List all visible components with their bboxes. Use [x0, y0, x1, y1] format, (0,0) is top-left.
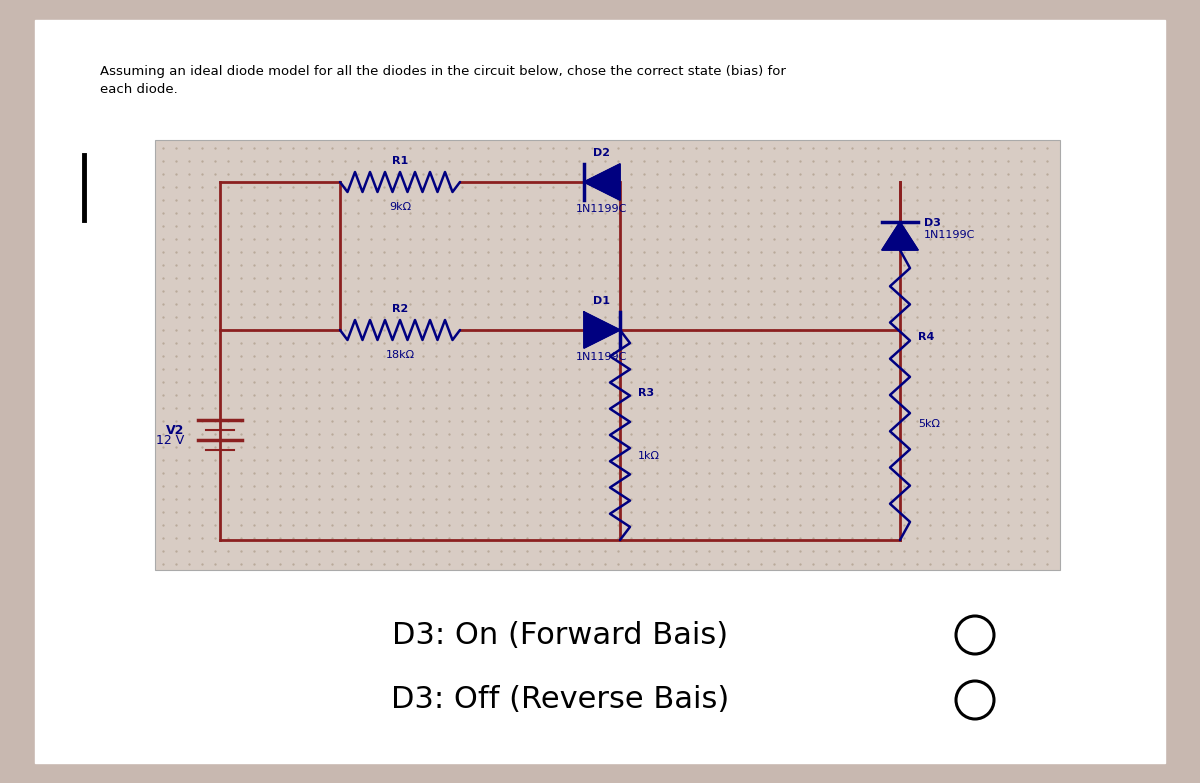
Text: R2: R2: [392, 304, 408, 314]
Text: 1N1199C: 1N1199C: [924, 230, 976, 240]
Text: Assuming an ideal diode model for all the diodes in the circuit below, chose the: Assuming an ideal diode model for all th…: [100, 65, 786, 96]
Text: 5kΩ: 5kΩ: [918, 419, 940, 429]
Text: 12 V: 12 V: [156, 434, 184, 446]
Text: D3: On (Forward Bais): D3: On (Forward Bais): [392, 620, 728, 650]
Polygon shape: [584, 164, 620, 200]
Text: D2: D2: [594, 148, 611, 158]
Text: D3: D3: [924, 218, 941, 228]
Text: 1kΩ: 1kΩ: [638, 451, 660, 461]
Text: V2: V2: [166, 424, 184, 436]
Text: 1N1199C: 1N1199C: [576, 204, 628, 214]
Text: 18kΩ: 18kΩ: [385, 350, 414, 360]
Text: R1: R1: [392, 156, 408, 166]
Text: 1N1199C: 1N1199C: [576, 352, 628, 362]
Bar: [155, 140, 1060, 570]
Polygon shape: [882, 222, 918, 250]
Text: 9kΩ: 9kΩ: [389, 202, 412, 212]
Polygon shape: [584, 312, 620, 348]
Text: R3: R3: [638, 388, 654, 398]
Text: R4: R4: [918, 332, 935, 342]
Text: D3: Off (Reverse Bais): D3: Off (Reverse Bais): [391, 685, 730, 715]
Text: D1: D1: [594, 296, 611, 306]
